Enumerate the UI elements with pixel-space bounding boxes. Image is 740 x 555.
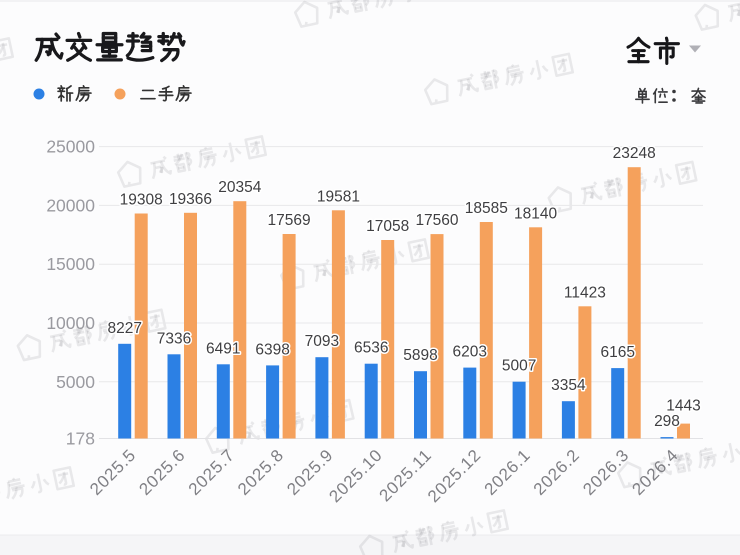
svg-text:7336: 7336 (157, 330, 191, 347)
svg-text:23248: 23248 (613, 145, 656, 162)
svg-text:6536: 6536 (354, 340, 388, 357)
svg-text:8227: 8227 (107, 320, 141, 337)
svg-text:298: 298 (654, 413, 680, 430)
svg-text:6165: 6165 (600, 344, 634, 361)
svg-text:5007: 5007 (502, 358, 536, 375)
svg-text:10000: 10000 (46, 313, 95, 333)
svg-text:19581: 19581 (317, 188, 360, 205)
svg-text:6203: 6203 (453, 344, 487, 361)
svg-text:19308: 19308 (120, 192, 163, 209)
svg-text:20000: 20000 (46, 195, 95, 215)
svg-text:17560: 17560 (415, 212, 458, 229)
svg-text:7093: 7093 (305, 333, 339, 350)
svg-text:17569: 17569 (268, 212, 311, 229)
svg-text:25000: 25000 (46, 137, 95, 157)
svg-text:6398: 6398 (255, 341, 289, 358)
svg-text:6491: 6491 (206, 340, 240, 357)
svg-text:5000: 5000 (56, 372, 95, 392)
svg-text:178: 178 (66, 429, 95, 449)
svg-text:18140: 18140 (514, 205, 557, 222)
svg-text:19366: 19366 (169, 191, 212, 208)
svg-text:15000: 15000 (46, 254, 95, 274)
svg-text:20354: 20354 (218, 179, 261, 196)
svg-text:1443: 1443 (666, 398, 700, 415)
svg-text:3354: 3354 (551, 377, 586, 394)
svg-text:5898: 5898 (403, 347, 437, 364)
svg-text:18585: 18585 (465, 200, 508, 217)
svg-text:17058: 17058 (366, 218, 409, 235)
svg-text:11423: 11423 (564, 284, 606, 301)
